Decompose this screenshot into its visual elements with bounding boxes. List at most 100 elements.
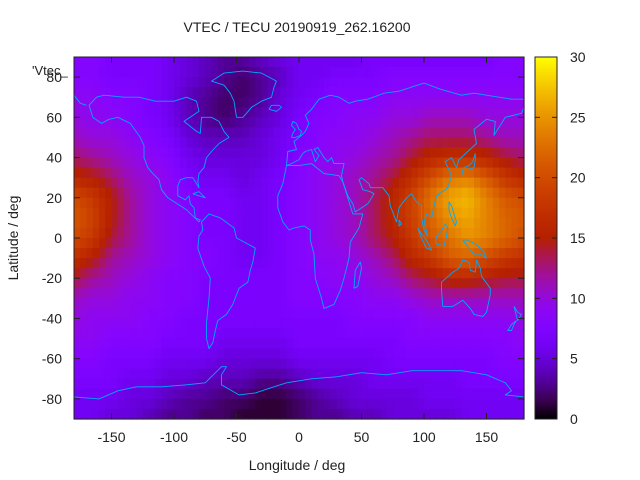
heat-cell	[117, 378, 125, 390]
heat-cell	[199, 137, 206, 149]
heat-cell	[480, 288, 488, 299]
heat-cell	[286, 248, 294, 259]
heat-cell	[442, 207, 450, 219]
heat-cell	[111, 77, 119, 88]
heat-cell	[267, 398, 275, 410]
heat-cell	[205, 77, 213, 88]
heat-cell	[517, 187, 525, 199]
heat-cell	[424, 137, 431, 149]
heat-cell	[261, 87, 269, 98]
heat-cell	[449, 278, 456, 289]
heat-cell	[455, 288, 463, 299]
heat-cell	[86, 318, 94, 330]
heat-cell	[349, 278, 356, 289]
heat-cell	[336, 268, 344, 279]
heat-cell	[299, 117, 306, 128]
heat-cell	[242, 57, 250, 68]
heat-cell	[430, 197, 438, 209]
heat-cell	[317, 238, 325, 249]
heat-cell	[442, 378, 450, 390]
heat-cell	[411, 318, 419, 330]
heat-cell	[92, 167, 100, 179]
heat-cell	[224, 117, 231, 128]
heat-cell	[349, 137, 356, 149]
heat-cell	[142, 288, 150, 299]
heat-cell	[130, 197, 138, 209]
heat-cell	[436, 268, 444, 279]
heat-cell	[517, 368, 525, 380]
heat-cell	[417, 127, 425, 139]
heat-cell	[424, 378, 431, 390]
heat-cell	[492, 338, 500, 350]
heat-cell	[486, 368, 494, 380]
heat-cell	[124, 147, 131, 159]
heat-cell	[292, 298, 300, 309]
heat-cell	[455, 338, 463, 350]
heat-cell	[149, 67, 156, 78]
heat-cell	[430, 298, 438, 309]
heat-cell	[442, 278, 450, 289]
heat-cell	[299, 127, 306, 139]
heat-cell	[430, 107, 438, 118]
heat-cell	[480, 177, 488, 189]
heat-cell	[311, 358, 319, 370]
heat-cell	[167, 378, 175, 390]
heat-cell	[74, 368, 81, 380]
heat-cell	[117, 77, 125, 88]
heat-cell	[211, 388, 219, 400]
heat-cell	[92, 308, 100, 320]
heat-cell	[161, 57, 169, 68]
heat-cell	[380, 338, 388, 350]
heat-cell	[211, 248, 219, 259]
heat-cell	[342, 127, 350, 139]
heat-cell	[324, 207, 331, 219]
heat-cell	[74, 227, 81, 239]
heat-cell	[86, 338, 94, 350]
heat-cell	[111, 107, 119, 118]
heat-cell	[211, 308, 219, 320]
heat-cell	[305, 147, 313, 159]
heat-cell	[242, 197, 250, 209]
heat-cell	[199, 278, 206, 289]
heat-cell	[111, 187, 119, 199]
heat-cell	[461, 298, 469, 309]
heat-cell	[242, 127, 250, 139]
heat-cell	[261, 388, 269, 400]
heat-cell	[392, 167, 400, 179]
heat-cell	[442, 308, 450, 320]
heat-cell	[324, 227, 331, 239]
heat-cell	[292, 67, 300, 78]
heat-cell	[192, 87, 200, 98]
heat-cell	[336, 308, 344, 320]
heat-cell	[349, 308, 356, 320]
heat-cell	[136, 238, 144, 249]
heat-cell	[349, 87, 356, 98]
heat-cell	[474, 157, 481, 169]
heat-cell	[330, 328, 338, 340]
heat-cell	[249, 97, 256, 108]
heat-cell	[517, 358, 525, 370]
heat-cell	[274, 87, 281, 98]
heat-cell	[436, 288, 444, 299]
heat-cell	[149, 97, 156, 108]
heat-cell	[267, 207, 275, 219]
heat-cell	[267, 268, 275, 279]
heat-cell	[480, 227, 488, 239]
heat-cell	[386, 278, 394, 289]
heat-cell	[261, 67, 269, 78]
heat-cell	[299, 328, 306, 340]
heat-cell	[367, 147, 375, 159]
heat-cell	[430, 348, 438, 360]
heat-cell	[480, 197, 488, 209]
heat-cell	[167, 77, 175, 88]
heat-cell	[274, 77, 281, 88]
heat-cell	[280, 248, 288, 259]
heat-cell	[355, 67, 363, 78]
heat-cell	[430, 217, 438, 229]
heat-cell	[455, 378, 463, 390]
heat-cell	[99, 167, 106, 179]
heat-cell	[442, 298, 450, 309]
heat-cell	[192, 77, 200, 88]
heat-cell	[386, 388, 394, 400]
heat-cell	[117, 167, 125, 179]
